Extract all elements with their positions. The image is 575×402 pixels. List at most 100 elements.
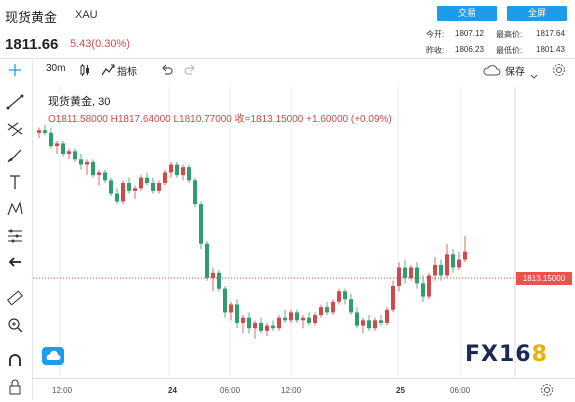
high-value: 1817.64 bbox=[536, 29, 565, 38]
fx168-logo: FX168 bbox=[465, 342, 548, 367]
fullscreen-button[interactable]: 全屏 bbox=[507, 6, 567, 21]
candle bbox=[229, 301, 233, 321]
candle bbox=[295, 309, 299, 323]
candle bbox=[223, 285, 227, 318]
cloud-icon[interactable] bbox=[482, 63, 502, 77]
candle bbox=[121, 180, 125, 205]
candle bbox=[283, 309, 287, 323]
candle bbox=[133, 185, 137, 199]
candle bbox=[85, 159, 89, 176]
crosshair-icon[interactable] bbox=[6, 62, 24, 78]
prediction-tool-icon[interactable] bbox=[5, 227, 25, 245]
pattern-tool-icon[interactable] bbox=[5, 200, 25, 218]
save-dropdown-icon[interactable] bbox=[530, 67, 538, 79]
candle bbox=[37, 127, 41, 139]
candle bbox=[187, 164, 191, 184]
magnet-icon[interactable] bbox=[5, 352, 25, 370]
candle bbox=[97, 169, 101, 186]
fib-tool-icon[interactable] bbox=[5, 120, 25, 138]
undo-icon[interactable] bbox=[160, 63, 174, 77]
candle bbox=[403, 259, 407, 284]
candle bbox=[211, 267, 215, 292]
candle bbox=[253, 320, 257, 339]
candle bbox=[301, 315, 305, 329]
candle bbox=[127, 177, 131, 194]
candle bbox=[397, 262, 401, 292]
open-label: 今开: bbox=[426, 30, 445, 39]
brush-icon[interactable] bbox=[5, 147, 25, 165]
candle bbox=[367, 315, 371, 331]
candle bbox=[331, 299, 335, 316]
candle bbox=[391, 280, 395, 313]
candle bbox=[163, 169, 167, 186]
candle bbox=[409, 264, 413, 281]
candle bbox=[55, 140, 59, 154]
candle bbox=[337, 288, 341, 305]
ruler-icon[interactable] bbox=[5, 289, 25, 307]
current-price-label: 1813.15000 bbox=[516, 272, 572, 285]
candle bbox=[355, 307, 359, 329]
candle bbox=[463, 235, 467, 263]
redo-icon[interactable] bbox=[183, 63, 197, 77]
candle bbox=[313, 312, 317, 326]
drawing-toolbar bbox=[0, 60, 33, 400]
candle bbox=[73, 148, 77, 162]
candlestick-chart[interactable] bbox=[33, 87, 575, 377]
axis-settings-icon[interactable] bbox=[540, 383, 554, 397]
settings-icon[interactable] bbox=[552, 63, 566, 77]
lock-icon[interactable] bbox=[5, 378, 25, 396]
candle bbox=[421, 275, 425, 302]
candle bbox=[457, 251, 461, 271]
candle bbox=[289, 309, 293, 323]
candle bbox=[67, 148, 71, 160]
candle bbox=[205, 241, 209, 281]
save-button[interactable]: 保存 bbox=[505, 67, 525, 78]
candle-type-icon[interactable] bbox=[78, 63, 92, 77]
prev-close-value: 1806.23 bbox=[455, 45, 484, 54]
candle bbox=[235, 299, 239, 329]
x-label-5: 06:00 bbox=[450, 386, 471, 395]
candle bbox=[433, 256, 437, 281]
trend-line-icon[interactable] bbox=[5, 93, 25, 111]
candle bbox=[169, 161, 173, 178]
candle bbox=[343, 288, 347, 305]
x-axis-divider bbox=[33, 378, 575, 379]
weather-cloud-icon[interactable] bbox=[42, 347, 64, 365]
candle bbox=[61, 140, 65, 157]
low-label: 最低价: bbox=[496, 46, 523, 55]
indicator-icon[interactable] bbox=[101, 63, 115, 77]
high-label: 最高价: bbox=[496, 30, 523, 39]
candle bbox=[361, 317, 365, 334]
candle bbox=[307, 312, 311, 326]
last-price: 1811.66 bbox=[5, 36, 59, 53]
candle bbox=[241, 315, 245, 334]
prev-close-label: 昨收: bbox=[426, 46, 445, 55]
candle bbox=[193, 177, 197, 207]
zoom-icon[interactable] bbox=[5, 316, 25, 334]
indicator-button[interactable]: 指标 bbox=[117, 67, 137, 78]
back-arrow-icon[interactable] bbox=[5, 253, 25, 271]
ohlc-readout: O1811.58000 H1817.64000 L1810.77000 收=18… bbox=[48, 114, 392, 125]
candle bbox=[427, 272, 431, 300]
candle bbox=[181, 164, 185, 181]
candle bbox=[415, 262, 419, 289]
candle bbox=[247, 312, 251, 334]
candle bbox=[265, 322, 269, 337]
trade-button[interactable]: 交易 bbox=[437, 6, 497, 21]
x-label-0: 12:00 bbox=[52, 386, 73, 395]
candle bbox=[379, 315, 383, 326]
candle bbox=[103, 169, 107, 184]
candle bbox=[157, 180, 161, 194]
x-label-1: 24 bbox=[168, 386, 177, 395]
candle bbox=[385, 307, 389, 326]
candle bbox=[217, 270, 221, 292]
header-divider bbox=[0, 58, 575, 59]
candle bbox=[373, 317, 377, 331]
candle bbox=[199, 201, 203, 250]
candle bbox=[451, 249, 455, 273]
candle bbox=[445, 243, 449, 279]
low-value: 1801.43 bbox=[536, 45, 565, 54]
interval-selector[interactable]: 30m bbox=[46, 63, 66, 74]
x-label-4: 25 bbox=[396, 386, 405, 395]
text-tool-icon[interactable] bbox=[5, 173, 25, 191]
